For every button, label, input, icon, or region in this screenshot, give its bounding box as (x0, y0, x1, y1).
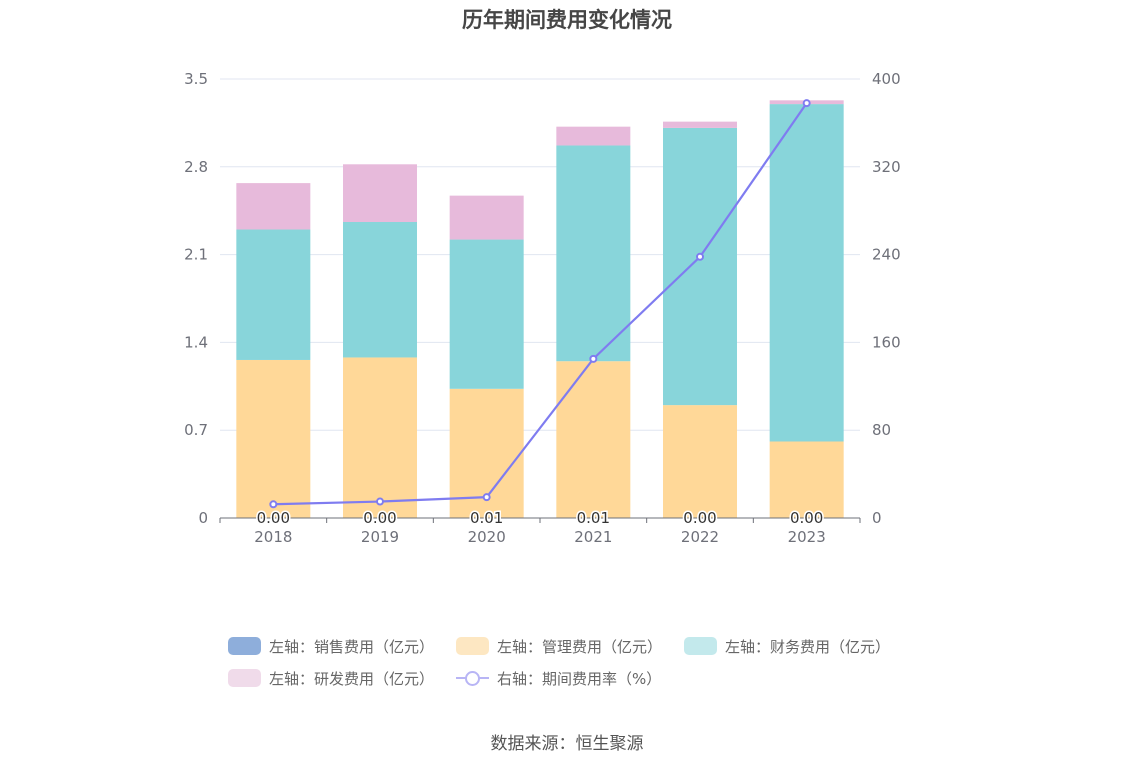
y-right-tick-label: 0 (872, 509, 882, 527)
bar-segment (769, 441, 844, 518)
bar-segment (343, 164, 417, 222)
legend-item-rnd[interactable]: 左轴：研发费用（亿元） (228, 668, 434, 689)
bar-segment (556, 126, 631, 146)
x-tick-label: 2022 (681, 528, 719, 546)
legend-label-admin: 左轴：管理费用（亿元） (497, 637, 663, 656)
bar-value-label: 0.01 (470, 509, 503, 527)
x-tick-label: 2023 (788, 528, 826, 546)
bar-segment (343, 221, 417, 358)
bar-segment (769, 104, 844, 442)
legend-label-sales: 左轴：销售费用（亿元） (269, 637, 435, 656)
y-left-tick-label: 0 (198, 509, 208, 527)
line-point (696, 252, 704, 261)
line-point (376, 497, 384, 506)
bar-value-label: 0.00 (790, 509, 823, 527)
x-tick-label: 2020 (468, 528, 506, 546)
bar-segment (236, 183, 311, 230)
y-right-tick-label: 320 (872, 158, 901, 176)
line-point (269, 500, 278, 509)
legend-label-expense-rate: 右轴：期间费用率（%） (497, 669, 662, 688)
x-tick-label: 2019 (361, 528, 399, 546)
legend-item-sales[interactable]: 左轴：销售费用（亿元） (228, 636, 434, 657)
bar-value-label: 0.00 (257, 509, 290, 527)
chart-plot: 0 0.7 1.4 2.1 2.8 3.5 0 80 160 240 320 400 2018 2019 2… (184, 70, 901, 546)
bar-segment (236, 229, 311, 360)
legend-swatch-admin (456, 637, 490, 655)
bar-segment (556, 145, 631, 362)
x-tick-label: 2021 (574, 528, 612, 546)
line-point (589, 354, 598, 363)
bar-value-label: 0.01 (577, 509, 610, 527)
data-source: 数据来源：恒生聚源 (490, 734, 644, 754)
legend-swatch-sales (228, 637, 261, 655)
legend-item-admin[interactable]: 左轴：管理费用（亿元） (456, 636, 662, 657)
line-point (482, 493, 491, 502)
bar-value-label: 0.00 (683, 509, 716, 527)
legend-swatch-finance (684, 637, 718, 655)
y-right-tick-label: 160 (872, 333, 901, 351)
bar-segment (663, 127, 737, 406)
legend-line-marker (456, 669, 490, 687)
line-point (802, 99, 811, 108)
y-left-tick-label: 3.5 (184, 70, 208, 88)
y-right-tick-label: 240 (872, 246, 901, 264)
bar-segment (343, 357, 417, 518)
chart-legend: 左轴：销售费用（亿元） 左轴：管理费用（亿元） 左轴：财务费用（亿元） 左轴：研… (228, 630, 928, 694)
line-expense-rate (273, 102, 808, 506)
x-tick-label: 2018 (254, 528, 292, 546)
y-right-tick-label: 80 (872, 421, 891, 439)
legend-swatch-rnd (228, 669, 261, 687)
bar-segment (449, 195, 524, 240)
y-left-tick-label: 2.1 (184, 246, 208, 264)
chart-title: 历年期间费用变化情况 (462, 8, 672, 32)
bar-value-label: 0.00 (363, 509, 396, 527)
y-left-tick-label: 1.4 (184, 333, 208, 351)
legend-label-rnd: 左轴：研发费用（亿元） (269, 669, 435, 688)
legend-label-finance: 左轴：财务费用（亿元） (725, 637, 891, 656)
bar-segment (449, 239, 524, 389)
bar-segment (663, 121, 737, 128)
y-left-tick-label: 0.7 (184, 421, 208, 439)
y-right-tick-label: 400 (872, 70, 901, 88)
bar-segment (556, 361, 631, 518)
legend-item-finance[interactable]: 左轴：财务费用（亿元） (684, 636, 890, 657)
bar-segment (236, 359, 311, 518)
y-left-tick-label: 2.8 (184, 158, 208, 176)
bar-segment (663, 405, 737, 518)
legend-item-expense-rate[interactable]: 右轴：期间费用率（%） (456, 668, 661, 689)
